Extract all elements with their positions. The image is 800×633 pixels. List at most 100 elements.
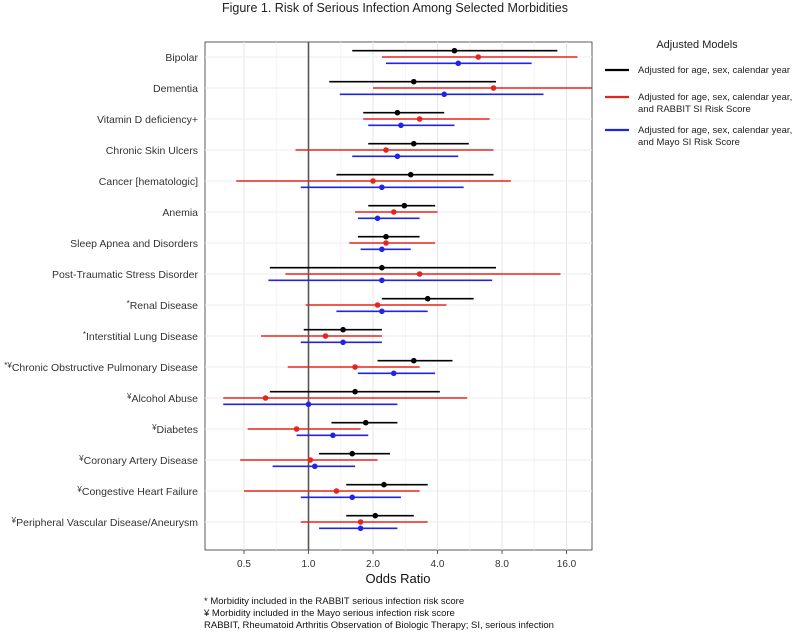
category-label: ¥Peripheral Vascular Disease/Aneurysm — [11, 516, 199, 529]
category-label: *Interstitial Lung Disease — [83, 330, 198, 343]
x-tick-label: 2.0 — [366, 559, 380, 570]
point-estimate — [330, 432, 336, 439]
category-label: Bipolar — [165, 52, 198, 64]
legend-entry: Adjusted for age, sex, calendar year, and… — [638, 125, 792, 148]
footnote-marker: ¥ — [11, 516, 17, 525]
point-estimate — [374, 215, 381, 222]
point-estimate — [410, 357, 417, 364]
point-estimate — [390, 209, 397, 215]
category-label: Sleep Apnea and Disorders — [70, 238, 198, 250]
category-label: Anemia — [162, 207, 198, 219]
row-8 — [268, 264, 561, 284]
category-label: ¥Congestive Heart Failure — [76, 485, 198, 498]
point-estimate — [379, 246, 385, 253]
legend: Adjusted Models Adjusted for age, sex, c… — [605, 39, 792, 148]
point-estimate — [455, 60, 462, 67]
point-estimate — [352, 364, 358, 370]
point-estimate — [293, 426, 300, 432]
row-5 — [236, 171, 511, 191]
point-estimate — [410, 78, 417, 85]
row-6 — [355, 202, 438, 222]
footnote-marker: * — [83, 330, 86, 339]
point-estimate — [372, 512, 379, 519]
row-10 — [260, 326, 382, 346]
footnote-marker: *¥ — [4, 361, 12, 370]
x-tick-label: 0.5 — [237, 559, 251, 570]
point-estimate — [416, 271, 423, 277]
footnote-rabbit: * Morbidity included in the RABBIT serio… — [204, 596, 464, 607]
row-11 — [287, 357, 453, 377]
point-estimate — [305, 401, 312, 408]
point-estimate — [362, 419, 369, 426]
point-estimate — [416, 116, 423, 122]
point-estimate — [490, 85, 497, 91]
legend-entry: Adjusted for age, sex, calendar year, and… — [638, 92, 792, 115]
row-4 — [295, 140, 494, 160]
category-label: ¥Diabetes — [151, 423, 198, 436]
footnote-mayo: ¥ Morbidity included in the Mayo serious… — [203, 608, 455, 619]
point-estimate — [352, 388, 358, 395]
point-estimate — [370, 178, 376, 184]
footnote-marker: * — [127, 299, 130, 308]
x-tick-label: 8.0 — [495, 559, 509, 570]
chart-title: Figure 1. Risk of Serious Infection Amon… — [222, 1, 568, 15]
point-estimate — [357, 519, 364, 525]
point-estimate — [394, 153, 401, 160]
category-label: *¥Chronic Obstructive Pulmonary Disease — [4, 361, 198, 374]
point-estimate — [441, 91, 448, 98]
category-label: Chronic Skin Ulcers — [106, 145, 198, 157]
category-label: Vitamin D deficiency+ — [97, 114, 198, 126]
point-estimate — [390, 370, 397, 377]
category-label: ¥Alcohol Abuse — [126, 392, 198, 405]
row-2 — [329, 78, 592, 98]
point-estimate — [383, 147, 389, 153]
footnote-marker: ¥ — [76, 485, 82, 494]
point-estimate — [379, 184, 385, 191]
row-15 — [244, 481, 428, 501]
point-estimate — [349, 450, 356, 457]
category-label: ¥Coronary Artery Disease — [78, 454, 198, 467]
row-7 — [349, 233, 436, 253]
point-estimate — [401, 202, 408, 209]
point-estimate — [398, 122, 404, 129]
row-12 — [223, 388, 468, 408]
x-tick-label: 4.0 — [431, 559, 445, 570]
point-estimate — [379, 308, 385, 315]
point-estimate — [311, 463, 318, 470]
footnote-abbreviations: RABBIT, Rheumatoid Arthritis Observation… — [204, 620, 554, 631]
legend-title: Adjusted Models — [656, 39, 738, 51]
point-estimate — [349, 494, 356, 501]
row-14 — [240, 450, 390, 470]
row-1 — [352, 47, 578, 67]
category-label: Post-Traumatic Stress Disorder — [52, 269, 199, 281]
x-axis-title: Odds Ratio — [365, 571, 430, 586]
row-16 — [300, 512, 428, 532]
point-estimate — [379, 277, 385, 284]
category-label: *Renal Disease — [127, 299, 199, 312]
x-tick-label: 1.0 — [302, 559, 316, 570]
point-estimate — [340, 339, 346, 346]
footnotes: * Morbidity included in the RABBIT serio… — [203, 596, 554, 631]
point-estimate — [407, 171, 414, 178]
data-rows — [223, 47, 592, 532]
category-label: Cancer [hematologic] — [99, 176, 198, 188]
point-estimate — [410, 140, 417, 147]
footnote-marker: ¥ — [151, 423, 157, 432]
point-estimate — [262, 395, 269, 401]
point-estimate — [383, 240, 389, 246]
point-estimate — [333, 488, 340, 494]
point-estimate — [451, 47, 458, 54]
category-label: Dementia — [153, 83, 198, 95]
point-estimate — [475, 54, 482, 60]
x-tick-label: 16.0 — [557, 559, 577, 570]
legend-entry: Adjusted for age, sex, calendar year — [638, 65, 790, 76]
point-estimate — [394, 109, 401, 116]
point-estimate — [340, 326, 346, 333]
category-labels: Bipolar Dementia Vitamin D deficiency+ Chro… — [4, 52, 198, 529]
point-estimate — [424, 295, 431, 302]
footnote-marker: ¥ — [126, 392, 132, 401]
point-estimate — [381, 481, 387, 488]
row-3 — [363, 109, 490, 129]
point-estimate — [379, 264, 385, 271]
